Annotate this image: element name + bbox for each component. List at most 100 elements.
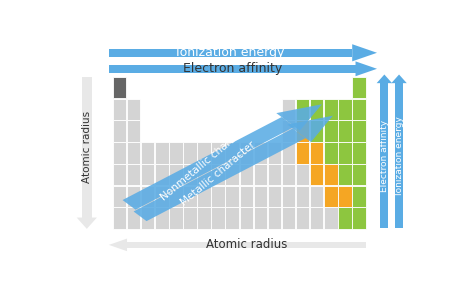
Bar <box>113 99 126 120</box>
Bar <box>352 77 366 98</box>
Bar <box>155 186 169 207</box>
Bar <box>310 186 323 207</box>
Bar <box>169 186 182 207</box>
Bar <box>169 207 182 229</box>
Bar <box>183 164 197 185</box>
Bar <box>296 99 310 120</box>
Polygon shape <box>287 116 333 142</box>
Bar <box>197 186 211 207</box>
Polygon shape <box>352 44 377 61</box>
Bar <box>352 186 366 207</box>
Bar <box>310 164 323 185</box>
Text: Ionization energy: Ionization energy <box>176 46 285 59</box>
Bar <box>282 207 295 229</box>
Bar <box>155 142 169 164</box>
Bar <box>282 186 295 207</box>
Bar <box>268 186 281 207</box>
Bar <box>324 121 337 142</box>
Bar <box>254 164 267 185</box>
Bar <box>338 142 352 164</box>
Bar <box>268 142 281 164</box>
Bar <box>113 186 126 207</box>
Bar <box>183 186 197 207</box>
Bar <box>296 142 310 164</box>
Bar <box>338 186 352 207</box>
Polygon shape <box>123 117 295 210</box>
Bar <box>324 99 337 120</box>
Bar <box>254 207 267 229</box>
Bar <box>282 142 295 164</box>
Polygon shape <box>109 65 356 72</box>
Bar <box>127 164 140 185</box>
Polygon shape <box>109 48 352 57</box>
Bar <box>310 207 323 229</box>
Bar <box>113 164 126 185</box>
Text: Electron affinity: Electron affinity <box>380 119 389 192</box>
Bar <box>211 142 225 164</box>
Bar <box>352 207 366 229</box>
Bar <box>155 207 169 229</box>
Bar <box>211 164 225 185</box>
Bar <box>183 207 197 229</box>
Bar <box>324 164 337 185</box>
Bar <box>239 207 253 229</box>
Bar <box>197 164 211 185</box>
Bar <box>113 142 126 164</box>
Bar <box>141 207 155 229</box>
Bar <box>183 142 197 164</box>
Text: Atomic radius: Atomic radius <box>206 238 287 251</box>
Bar <box>226 186 239 207</box>
Bar <box>268 164 281 185</box>
Bar <box>211 186 225 207</box>
Bar <box>254 142 267 164</box>
Text: Electron affinity: Electron affinity <box>182 62 282 75</box>
Bar <box>239 142 253 164</box>
Bar <box>113 77 126 98</box>
Bar <box>169 142 182 164</box>
Text: Nonmetallic character: Nonmetallic character <box>159 121 254 203</box>
Bar <box>282 121 295 142</box>
Bar <box>127 142 140 164</box>
Polygon shape <box>392 75 407 83</box>
Polygon shape <box>276 104 322 131</box>
Bar <box>239 164 253 185</box>
Bar <box>282 99 295 120</box>
Text: Atomic radius: Atomic radius <box>82 111 92 183</box>
Bar <box>296 121 310 142</box>
Bar <box>324 142 337 164</box>
Polygon shape <box>381 83 388 228</box>
Bar <box>324 207 337 229</box>
Bar <box>338 207 352 229</box>
Polygon shape <box>77 218 97 229</box>
Polygon shape <box>395 83 403 228</box>
Bar <box>268 207 281 229</box>
Bar <box>169 164 182 185</box>
Text: Ionization energy: Ionization energy <box>394 116 403 195</box>
Bar <box>310 99 323 120</box>
Bar <box>127 121 140 142</box>
Bar <box>296 186 310 207</box>
Bar <box>226 142 239 164</box>
Bar <box>352 164 366 185</box>
Bar <box>211 207 225 229</box>
Bar <box>239 186 253 207</box>
Polygon shape <box>127 242 366 248</box>
Bar <box>352 121 366 142</box>
Bar <box>296 207 310 229</box>
Bar <box>338 164 352 185</box>
Bar <box>254 186 267 207</box>
Bar <box>282 164 295 185</box>
Polygon shape <box>134 129 306 221</box>
Bar <box>310 142 323 164</box>
Bar <box>141 142 155 164</box>
Polygon shape <box>356 61 377 76</box>
Bar <box>197 207 211 229</box>
Bar <box>226 164 239 185</box>
Bar <box>113 207 126 229</box>
Bar <box>226 207 239 229</box>
Bar <box>338 99 352 120</box>
Bar <box>141 186 155 207</box>
Bar <box>113 121 126 142</box>
Text: Metallic character: Metallic character <box>179 139 257 207</box>
Polygon shape <box>109 238 127 251</box>
